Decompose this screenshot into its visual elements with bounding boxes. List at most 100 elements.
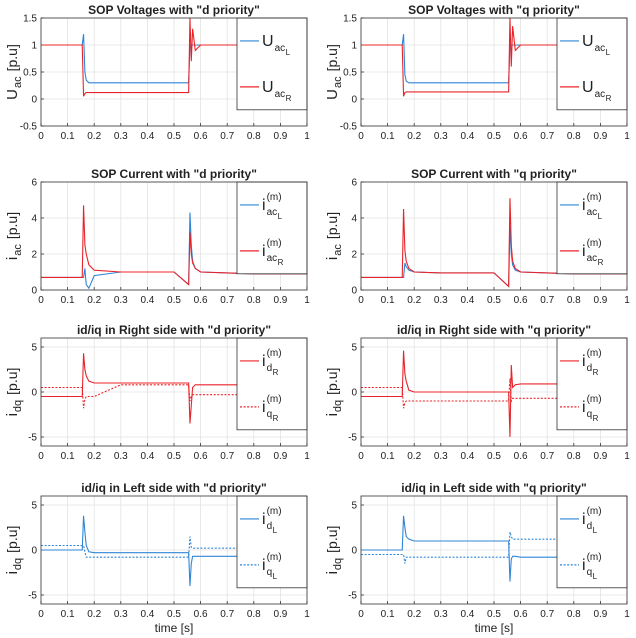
legend-label-sub: ac [275, 43, 286, 54]
y-tick-label: 6 [31, 178, 37, 189]
legend-label: i [582, 243, 586, 260]
legend-label-sub: ac [595, 89, 606, 100]
x-tick-label: 0.7 [220, 609, 234, 620]
x-tick-label: 0.4 [140, 609, 154, 620]
x-tick-label: 0.8 [247, 609, 261, 620]
y-tick-label: -5 [28, 591, 37, 602]
x-tick-label: 0.7 [220, 295, 234, 306]
x-tick-label: 1 [304, 131, 310, 142]
legend-label-subsub: R [598, 258, 604, 267]
legend-label: U [262, 79, 274, 96]
chart-title: SOP Voltages with "d priority" [88, 3, 260, 17]
y-tick-label: -5 [348, 591, 357, 602]
y-tick-label: 6 [351, 178, 357, 189]
legend-label-subsub: L [286, 48, 291, 57]
chart-title: id/iq in Left side with "q priority" [401, 481, 586, 495]
legend-label-subsub: R [593, 368, 599, 377]
y-label-main: i [4, 413, 21, 416]
x-tick-label: 0.1 [381, 609, 395, 620]
legend-label-subsub: R [273, 414, 279, 423]
x-tick-label: 0.6 [514, 609, 528, 620]
legend-label-sup: (m) [267, 552, 282, 563]
y-tick-label: 5 [351, 343, 357, 354]
y-label-main: i [324, 571, 341, 574]
y-label-sub: ac [12, 244, 24, 256]
chart-title: id/iq in Right side with "q priority" [397, 323, 591, 337]
legend-label-subsub: L [273, 526, 278, 535]
x-tick-label: 0.7 [540, 131, 554, 142]
x-tick-label: 0.2 [87, 451, 101, 462]
legend-label: i [262, 557, 266, 574]
axes-box [360, 17, 628, 127]
legend-label-subsub: L [273, 572, 278, 581]
axes-box [360, 181, 628, 291]
y-label-sub: dq [332, 558, 344, 570]
legend-label-subsub: L [593, 526, 598, 535]
x-tick-label: 0.4 [460, 295, 474, 306]
x-axis-label: time [s] [475, 621, 514, 635]
y-tick-label: 1.5 [23, 14, 37, 25]
x-tick-label: 0.5 [487, 451, 501, 462]
series-line [361, 515, 627, 582]
legend-label: i [582, 399, 586, 416]
x-tick-label: 0.2 [407, 609, 421, 620]
legend-label: i [582, 197, 586, 214]
chart-title: SOP Current with "d priority" [91, 167, 257, 181]
x-tick-label: 0.2 [407, 131, 421, 142]
legend-label-sup: (m) [267, 506, 282, 517]
legend-box [556, 495, 628, 589]
x-tick-label: 1 [624, 131, 630, 142]
y-tick-label: 0 [31, 388, 37, 399]
x-tick-label: 0.2 [87, 609, 101, 620]
legend-label-sup: (m) [587, 506, 602, 517]
y-tick-label: -5 [28, 433, 37, 444]
x-tick-label: 0.1 [61, 131, 75, 142]
x-tick-label: 0.3 [434, 295, 448, 306]
x-tick-label: 0.8 [247, 451, 261, 462]
x-tick-label: 0 [358, 131, 364, 142]
y-label-main: U [4, 89, 21, 100]
series-line [41, 205, 307, 286]
series-line [361, 531, 627, 564]
x-tick-label: 0.3 [114, 131, 128, 142]
legend-label-subsub: L [606, 48, 611, 57]
x-tick-label: 0.2 [407, 451, 421, 462]
legend-label: i [582, 353, 586, 370]
x-tick-label: 0.5 [167, 451, 181, 462]
x-tick-label: 0.6 [194, 451, 208, 462]
x-tick-label: 0.8 [567, 131, 581, 142]
x-tick-label: 0.8 [247, 295, 261, 306]
x-tick-label: 0 [358, 609, 364, 620]
y-tick-label: 2 [31, 250, 37, 261]
y-label-unit: [p.u] [4, 44, 20, 71]
series-line [41, 353, 307, 424]
y-tick-label: 0 [31, 286, 37, 297]
x-axis-label: time [s] [155, 621, 194, 635]
x-tick-label: 0 [358, 295, 364, 306]
y-label-sub: ac [332, 76, 344, 88]
legend-label: U [582, 79, 594, 96]
legend-label: i [262, 353, 266, 370]
series-line [361, 350, 627, 438]
legend-label-sub: q [267, 409, 273, 420]
x-tick-label: 0.7 [540, 295, 554, 306]
x-tick-label: 0.9 [273, 451, 287, 462]
x-tick-label: 0.1 [61, 451, 75, 462]
x-tick-label: 0.4 [460, 451, 474, 462]
legend-label: i [262, 399, 266, 416]
legend-label: i [582, 557, 586, 574]
legend-label-sup: (m) [267, 394, 282, 405]
legend-label-sub: ac [267, 207, 278, 218]
x-tick-label: 0.8 [567, 295, 581, 306]
y-label-unit: [p.u] [324, 44, 340, 71]
y-tick-label: 1 [31, 41, 37, 52]
x-tick-label: 0 [38, 451, 44, 462]
y-label-unit: [p.u] [324, 526, 340, 553]
y-label-sub: dq [12, 400, 24, 412]
x-tick-label: 0.6 [514, 451, 528, 462]
y-tick-label: 5 [351, 501, 357, 512]
legend-label: i [582, 511, 586, 528]
y-label-unit: [p.u] [324, 368, 340, 395]
y-label-sub: dq [332, 400, 344, 412]
legend-label-subsub: R [606, 94, 612, 103]
